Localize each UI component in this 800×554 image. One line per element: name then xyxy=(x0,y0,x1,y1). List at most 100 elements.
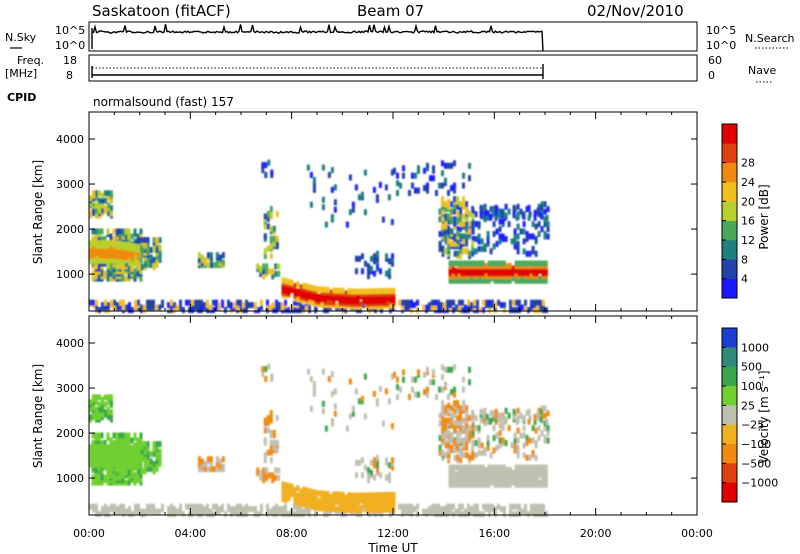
power-cell-1362 xyxy=(365,288,369,295)
power-cell-442 xyxy=(309,201,313,208)
power-cell-1635 xyxy=(535,260,539,267)
power-cell-912 xyxy=(152,299,155,306)
velocity-cell-298 xyxy=(137,468,141,475)
velocity-cell-500 xyxy=(385,474,388,481)
power-cell-951 xyxy=(209,304,212,311)
velocity-cell-473 xyxy=(378,385,382,392)
velocity-cell-470 xyxy=(372,390,376,397)
velocity-cell-578 xyxy=(453,454,457,461)
power-cell-933 xyxy=(191,307,194,314)
velocity-cell-891 xyxy=(122,508,125,515)
velocity-cell-1771 xyxy=(137,463,140,470)
power-cell-1088 xyxy=(410,307,413,314)
velocity-cell-1156 xyxy=(500,506,503,513)
power-cell-485 xyxy=(367,273,370,280)
velocity-cell-661 xyxy=(513,442,517,449)
power-cell-1302 xyxy=(335,287,339,294)
velocity-cell-1574 xyxy=(511,479,515,486)
power-cell-427 xyxy=(272,235,276,242)
velocity-cell-1335 xyxy=(350,492,354,499)
power-cell-25 xyxy=(98,190,101,197)
velocity-cell-911 xyxy=(152,508,155,515)
power-cell-516 xyxy=(408,190,411,196)
velocity-cell-1017 xyxy=(299,506,302,513)
freq-tick-top: 18 xyxy=(63,54,77,67)
power-cell-1287 xyxy=(329,299,333,306)
power-cell-1171 xyxy=(524,304,527,311)
velocity-cell-330 xyxy=(149,465,153,472)
velocity-cell-707 xyxy=(543,425,547,432)
velocity-cell-1104 xyxy=(437,511,440,518)
velocity-cell-695 xyxy=(534,427,538,434)
velocity-cell-211 xyxy=(124,479,128,486)
power-cell-1360 xyxy=(365,295,369,302)
velocity-cell-744 xyxy=(539,416,543,423)
power-cell-1508 xyxy=(481,260,485,267)
velocity-cell-892 xyxy=(122,503,125,510)
velocity-cell-434 xyxy=(261,371,265,378)
power-cell-1186 xyxy=(542,307,545,314)
power-cell-836 xyxy=(465,248,469,255)
velocity-cell-884 xyxy=(113,503,116,510)
power-cell-59 xyxy=(91,228,95,235)
velocity-cell-1767 xyxy=(134,462,137,469)
velocity-cell-806 xyxy=(456,442,460,449)
power-cell-1147 xyxy=(488,307,491,314)
power-cell-1091 xyxy=(413,302,416,309)
power-cell-810 xyxy=(456,215,460,222)
power-cell-673 xyxy=(519,228,523,235)
power-cell-848 xyxy=(465,206,469,212)
power-cell-530 xyxy=(429,175,432,182)
velocity-cell-1124 xyxy=(458,503,461,510)
power-cell-1179 xyxy=(533,299,536,306)
power-cell-445 xyxy=(312,181,316,188)
power-cell-308 xyxy=(140,249,144,256)
power-cell-825 xyxy=(459,201,463,208)
power-cell-734 xyxy=(512,209,516,216)
velocity-cell-801 xyxy=(453,400,457,407)
velocity-cell-1058 xyxy=(362,506,365,513)
power-cell-891 xyxy=(122,304,125,311)
velocity-cell-1717 xyxy=(113,461,116,468)
velocity-cell-848 xyxy=(465,410,469,416)
velocity-cell-1620 xyxy=(529,464,533,471)
velocity-cell-604 xyxy=(471,430,475,437)
power-cell-545 xyxy=(450,162,453,169)
power-cell-383 xyxy=(221,259,225,266)
velocity-cell-1182 xyxy=(536,503,539,510)
velocity-cell-1298 xyxy=(335,506,339,513)
velocity-cell-467 xyxy=(360,395,364,402)
velocity-cell-785 xyxy=(447,402,451,409)
velocity-cell-834 xyxy=(462,405,466,412)
velocity-cell-1005 xyxy=(284,503,287,510)
velocity-cell-195 xyxy=(118,432,122,439)
power-cell-512 xyxy=(396,172,399,179)
power-cell-1100 xyxy=(431,299,434,306)
velocity-cell-1109 xyxy=(440,506,443,513)
power-cell-531 xyxy=(432,175,435,182)
power-cell-714 xyxy=(546,206,550,213)
velocity-cell-374 xyxy=(215,466,219,473)
velocity-cell-985 xyxy=(257,511,260,518)
velocity-cell-1599 xyxy=(520,464,524,471)
power-cell-465 xyxy=(357,194,361,201)
power-cell-640 xyxy=(495,240,499,247)
velocity-cell-229 xyxy=(127,469,131,476)
power-cell-745 xyxy=(539,204,543,211)
velocity-cell-754 xyxy=(441,419,445,426)
velocity-cell-1461 xyxy=(463,471,467,478)
power-cell-730 xyxy=(500,209,504,216)
velocity-cell-1209 xyxy=(287,482,291,489)
power-cell-37 xyxy=(107,210,110,217)
velocity-cell-1203 xyxy=(284,482,288,489)
power-cell-486 xyxy=(367,268,370,275)
power-cell-1770 xyxy=(134,243,137,250)
power-ytick-0: 1000 xyxy=(56,268,84,281)
velocity-cell-543 xyxy=(447,366,450,373)
power-cell-884 xyxy=(113,299,116,306)
power-cell-292 xyxy=(134,254,138,261)
power-cell-1099 xyxy=(431,304,434,311)
velocity-cell-895 xyxy=(128,506,131,513)
velocity-cell-684 xyxy=(525,410,529,417)
